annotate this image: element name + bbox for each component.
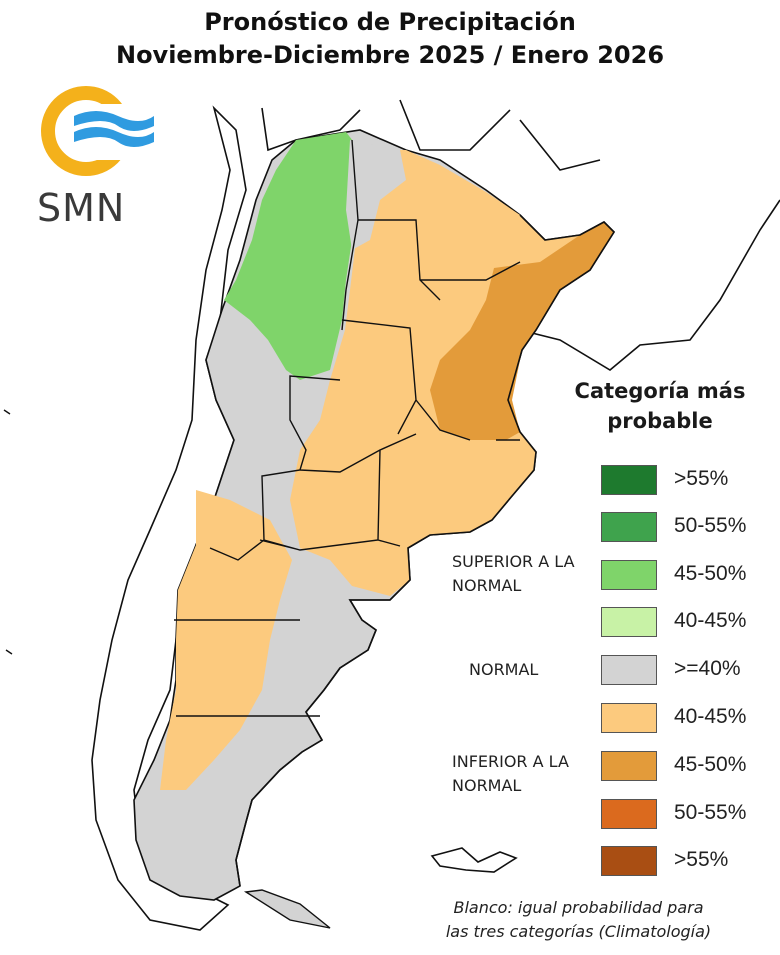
category-label-normal: NORMAL (469, 660, 539, 679)
legend-swatch-superior-50-55 (601, 512, 657, 542)
smn-logo-icon (41, 86, 154, 176)
legend-swatch-inferior-55 (601, 846, 657, 876)
title-line-2: Noviembre-Diciembre 2025 / Enero 2026 (115, 41, 665, 69)
map-title: Pronóstico de Precipitación Noviembre-Di… (0, 6, 780, 72)
legend-swatch-normal (601, 655, 657, 685)
legend-label-superior-40-45: 40-45% (674, 609, 747, 632)
smn-logo-text: SMN (37, 186, 126, 230)
normal-region-north (346, 140, 406, 250)
inferior-region-45-50 (430, 222, 614, 440)
legend-swatch-inferior-45-50 (601, 751, 657, 781)
footnote-line-2: las tres categorías (Climatología) (445, 922, 712, 941)
legend-label-inferior-45-50: 45-50% (674, 753, 747, 776)
legend-swatch-inferior-50-55 (601, 799, 657, 829)
legend-label-normal: >=40% (674, 657, 741, 680)
malvinas-islands (430, 847, 518, 873)
footnote: Blanco: igual probabilidad para las tres… (406, 896, 751, 944)
legend-label-inferior-55: >55% (674, 848, 729, 871)
legend-label-superior-55: >55% (674, 467, 729, 490)
pacific-islets (3, 409, 13, 655)
legend-label-inferior-50-55: 50-55% (674, 801, 747, 824)
category-label-superior: SUPERIOR A LA NORMAL (452, 552, 575, 595)
legend-label-inferior-40-45: 40-45% (674, 705, 747, 728)
category-label-inferior: INFERIOR A LA NORMAL (452, 752, 569, 795)
legend-swatch-superior-40-45 (601, 607, 657, 637)
province-borders (174, 139, 521, 717)
title-line-1: Pronóstico de Precipitación (204, 8, 576, 36)
legend-label-superior-50-55: 50-55% (674, 514, 747, 537)
legend-swatch-superior-55 (601, 465, 657, 495)
footnote-line-1: Blanco: igual probabilidad para (453, 898, 704, 917)
legend-swatch-inferior-40-45 (601, 703, 657, 733)
inferior-region-south (160, 490, 292, 790)
superior-region-northwest (224, 132, 360, 380)
legend-label-superior-45-50: 45-50% (674, 562, 747, 585)
legend-title: Categoría más probable (574, 379, 746, 433)
argentina-coast (235, 214, 616, 887)
tierra-del-fuego (243, 889, 331, 929)
legend-swatch-superior-45-50 (601, 560, 657, 590)
